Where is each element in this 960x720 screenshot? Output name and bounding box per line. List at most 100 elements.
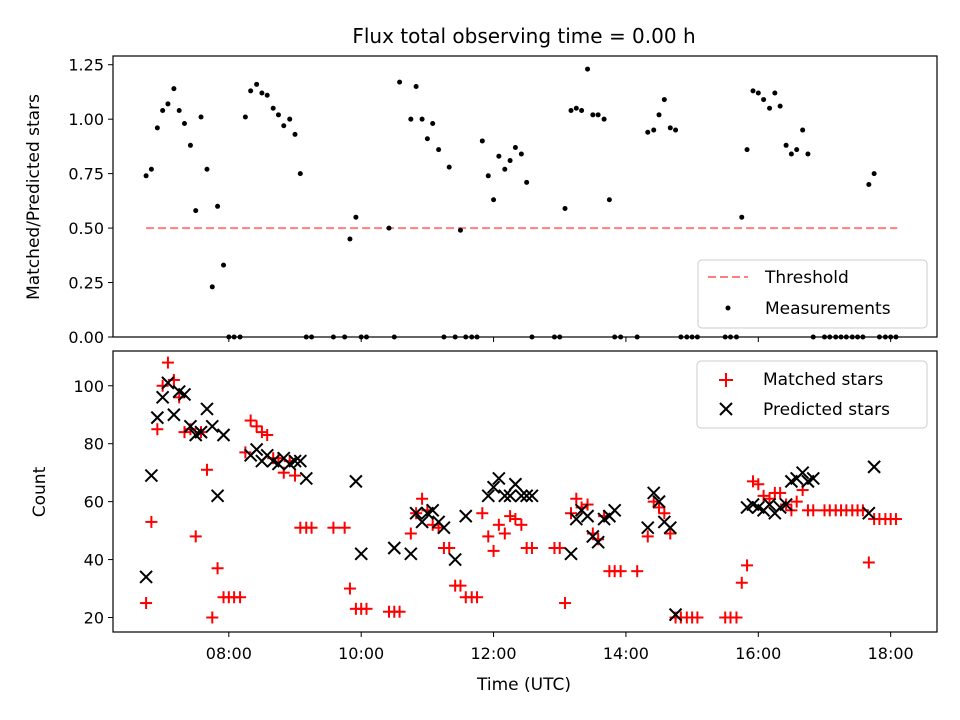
measurement-point (805, 151, 811, 157)
matched-point (487, 544, 500, 557)
measurement-point (430, 121, 436, 127)
measurement-point (562, 205, 568, 211)
ratio-axes-frame (112, 55, 938, 338)
measurement-point (744, 147, 750, 153)
predicted-stars-series (139, 376, 881, 622)
matched-point (515, 518, 528, 531)
measurement-point (193, 208, 199, 214)
predicted-point (194, 425, 208, 439)
matched-point (730, 611, 743, 624)
measurement-point (187, 142, 193, 148)
predicted-point (569, 512, 584, 526)
measurement-point (496, 153, 502, 159)
matched-point (774, 486, 787, 499)
matched-point (200, 463, 213, 476)
predicted-point (525, 489, 539, 503)
legend-predicted-swatch (719, 402, 733, 416)
predicted-point (591, 535, 605, 549)
count-y-tick-label: 100 (73, 377, 104, 396)
matched-point (559, 597, 572, 610)
legend-measurements-swatch (725, 305, 731, 311)
matched-point (443, 541, 456, 554)
predicted-point (200, 402, 214, 416)
predicted-point (293, 454, 308, 468)
measurement-point (512, 144, 518, 150)
measurement-point (645, 129, 651, 135)
predicted-point (144, 468, 159, 483)
matched-point (261, 429, 274, 442)
predicted-point (641, 521, 655, 535)
measurement-point (579, 107, 585, 113)
matched-point (338, 521, 351, 534)
matched-point (504, 510, 517, 523)
matched-point (735, 576, 748, 589)
count-x-tick-label: 08:00 (206, 644, 252, 663)
matched-point (747, 475, 760, 488)
matched-point (343, 582, 356, 595)
predicted-point (409, 506, 423, 520)
measurement-point (436, 147, 442, 153)
predicted-point (216, 428, 231, 442)
predicted-point (210, 489, 225, 503)
matched-point (492, 518, 505, 531)
ratio-legend: Threshold Measurements (697, 259, 928, 329)
count-y-tick-label: 20 (84, 609, 104, 628)
figure-title: Flux total observing time = 0.00 h (352, 24, 695, 48)
measurement-point (292, 131, 298, 137)
ratio-legend-box (697, 259, 928, 329)
count-legend-box (696, 360, 928, 429)
matched-point (691, 611, 704, 624)
matched-point (327, 521, 340, 534)
measurement-point (215, 203, 221, 209)
measurement-point (755, 90, 761, 96)
count-y-ticks: 20 40 60 80 100 (73, 377, 113, 628)
matched-point (631, 565, 644, 578)
ratio-y-ticks: 0.00 0.25 0.50 0.75 1.00 1.25 (68, 56, 113, 347)
measurement-point (221, 262, 227, 268)
measurement-point (287, 116, 293, 122)
measurement-point (502, 166, 508, 172)
measurement-point (413, 83, 419, 89)
measurement-point (176, 107, 182, 113)
count-axes: 20 40 60 80 100 08:00 10:00 12:00 14:00 16:00 18:… (30, 350, 938, 695)
measurement-point (160, 107, 166, 113)
predicted-point (652, 494, 666, 509)
measurement-point (248, 88, 254, 94)
legend-predicted-label: Predicted stars (763, 400, 890, 420)
measurement-point (353, 214, 359, 220)
measurement-point (606, 197, 612, 203)
ratio-y-tick-label: 0.75 (68, 165, 104, 184)
measurement-point (788, 151, 794, 157)
measurement-point (446, 164, 452, 170)
predicted-point (508, 477, 523, 491)
predicted-point (779, 497, 793, 512)
predicted-point (425, 503, 440, 518)
measurement-point (783, 142, 789, 148)
predicted-point (155, 390, 170, 405)
count-x-ticks: 08:00 10:00 12:00 14:00 16:00 18:00 (206, 632, 914, 663)
matched-point (454, 579, 467, 592)
predicted-point (663, 521, 677, 535)
matched-point (244, 414, 257, 427)
matched-point (393, 605, 406, 618)
measurement-point (479, 138, 485, 144)
matched-point (156, 379, 169, 392)
measurement-point (761, 97, 767, 103)
predicted-point (481, 489, 495, 503)
predicted-point (404, 547, 418, 561)
measurement-point (772, 90, 778, 96)
matched-point (173, 391, 186, 404)
measurement-point (750, 88, 756, 94)
measurement-point (181, 121, 187, 127)
matched-point (509, 513, 522, 526)
measurement-point (165, 101, 171, 107)
predicted-point (299, 471, 313, 486)
matched-point (239, 446, 252, 459)
matched-point (641, 530, 654, 543)
predicted-point (762, 497, 777, 512)
predicted-point (183, 419, 198, 434)
predicted-point (387, 541, 401, 555)
matched-point (498, 527, 511, 540)
measurement-point (667, 125, 673, 131)
